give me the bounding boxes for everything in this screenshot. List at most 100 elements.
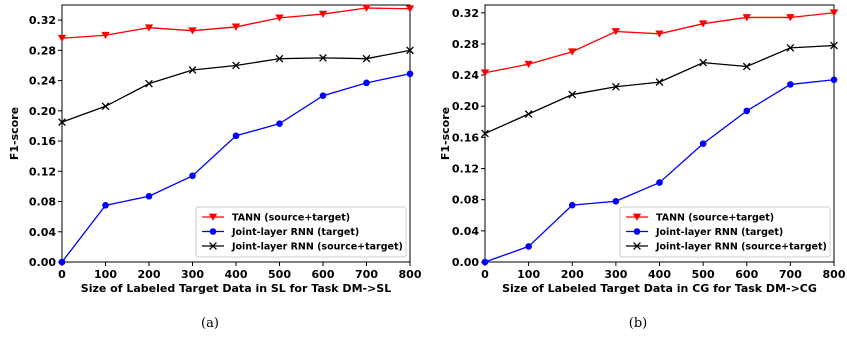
x-tick-label: 0 — [481, 268, 489, 281]
data-point-8 — [406, 46, 414, 55]
data-point-4 — [655, 30, 664, 38]
data-point-0 — [57, 34, 67, 43]
data-point-7 — [362, 4, 371, 12]
data-point-6 — [318, 10, 328, 18]
data-point-6 — [319, 92, 327, 100]
series-line — [484, 12, 835, 74]
data-point-2 — [145, 192, 153, 200]
series-triangle-down — [57, 4, 415, 43]
data-point-0 — [58, 258, 66, 266]
x-axis-label: Size of Labeled Target Data in SL for Ta… — [81, 282, 391, 295]
x-tick-label: 100 — [94, 268, 117, 281]
x-tick-label: 400 — [648, 268, 671, 281]
y-tick-label: 0.32 — [29, 14, 56, 27]
data-point-6 — [743, 107, 751, 115]
x-tick-label: 500 — [692, 268, 715, 281]
x-tick-label: 400 — [225, 268, 248, 281]
x-marker-stroke — [101, 102, 110, 111]
data-point-7 — [363, 79, 370, 87]
data-point-8 — [830, 41, 838, 50]
data-point-3 — [611, 28, 621, 36]
data-point-0 — [480, 69, 490, 77]
data-point-3 — [612, 197, 620, 205]
legend-box — [195, 206, 407, 258]
y-tick-label: 0.24 — [452, 69, 479, 82]
series-line — [61, 49, 411, 123]
x-marker-stroke — [568, 90, 577, 99]
data-point-2 — [568, 201, 576, 209]
data-point-legend — [209, 242, 217, 250]
data-point-legend — [633, 228, 641, 235]
y-tick-label: 0.16 — [29, 135, 56, 148]
x-marker-stroke — [145, 79, 153, 88]
x-tick-label: 300 — [604, 268, 627, 281]
data-point-6 — [742, 14, 751, 22]
data-point-2 — [145, 79, 153, 88]
data-point-7 — [362, 54, 371, 63]
panel-caption: (b) — [629, 316, 647, 331]
x-tick-label: 600 — [312, 268, 335, 281]
data-point-3 — [188, 66, 197, 74]
legend: TANN (source+target) Joint-layer RNN (tar… — [195, 206, 407, 258]
data-point-5 — [699, 140, 707, 147]
y-tick-label: 0.16 — [452, 131, 479, 144]
y-tick-label: 0.04 — [452, 225, 479, 238]
data-point-8 — [830, 76, 838, 84]
x-tick-label: 700 — [779, 268, 802, 281]
x-axis-label: Size of Labeled Target Data in CG for Ta… — [502, 282, 817, 295]
data-point-3 — [188, 27, 197, 35]
x-marker-stroke — [58, 118, 66, 127]
series-triangle-down — [480, 9, 839, 77]
data-point-4 — [232, 132, 240, 140]
legend-entry: Joint-layer RNN (source+target) — [655, 242, 827, 253]
y-tick-label: 0.20 — [29, 105, 56, 118]
y-tick-label: 0.04 — [29, 226, 56, 239]
data-point-legend — [633, 242, 641, 250]
x-marker-stroke — [830, 41, 838, 50]
y-tick-label: 0.32 — [452, 7, 479, 20]
x-tick-label: 800 — [399, 268, 422, 281]
data-point-8 — [829, 9, 839, 17]
data-point-1 — [524, 60, 533, 68]
legend-entry: Joint-layer RNN (target) — [655, 227, 783, 238]
x-marker-stroke — [655, 78, 664, 86]
data-point-5 — [698, 20, 708, 28]
data-point-1 — [101, 31, 110, 40]
x-tick-label: 500 — [268, 268, 291, 281]
x-tick-label: 100 — [517, 268, 540, 281]
legend-box — [619, 206, 831, 258]
data-point-1 — [101, 102, 110, 111]
chart-panel-b: 0.00 0.04 0.08 0.12 0.16 0.20 0.24 0.28 0.32 0 100… — [439, 4, 846, 331]
data-point-0 — [481, 129, 489, 138]
x-tick-label: 0 — [58, 268, 66, 281]
x-marker-stroke — [406, 46, 414, 55]
data-point-4 — [232, 61, 240, 70]
x-tick-label: 800 — [823, 268, 846, 281]
data-point-8 — [405, 5, 415, 13]
x-marker-stroke — [275, 54, 284, 63]
series-circle — [58, 70, 414, 266]
data-point-4 — [655, 78, 664, 86]
x-tick-label: 300 — [181, 268, 204, 281]
data-point-3 — [612, 82, 620, 91]
y-tick-label: 0.00 — [452, 256, 479, 269]
x-marker-stroke — [319, 54, 327, 62]
data-point-5 — [276, 120, 283, 127]
data-point-5 — [275, 54, 284, 63]
y-axis-label: F1-score — [8, 107, 21, 160]
legend-entry: TANN (source+target) — [656, 213, 774, 224]
data-point-1 — [102, 202, 109, 209]
x-marker-stroke — [699, 58, 707, 67]
chart-panel-a: 0.00 0.04 0.08 0.12 0.16 0.20 0.24 0.28 0.32 0 100… — [8, 4, 422, 331]
y-tick-label: 0.28 — [29, 44, 56, 57]
y-tick-label: 0.20 — [452, 100, 479, 113]
data-point-7 — [787, 81, 794, 88]
x-marker-stroke — [232, 61, 240, 70]
x-tick-label: 200 — [138, 268, 161, 281]
legend-entry: TANN (source+target) — [232, 213, 350, 224]
data-point-legend — [632, 213, 642, 221]
data-point-legend — [209, 228, 217, 235]
x-marker-stroke — [742, 62, 751, 71]
data-point-7 — [786, 43, 795, 52]
